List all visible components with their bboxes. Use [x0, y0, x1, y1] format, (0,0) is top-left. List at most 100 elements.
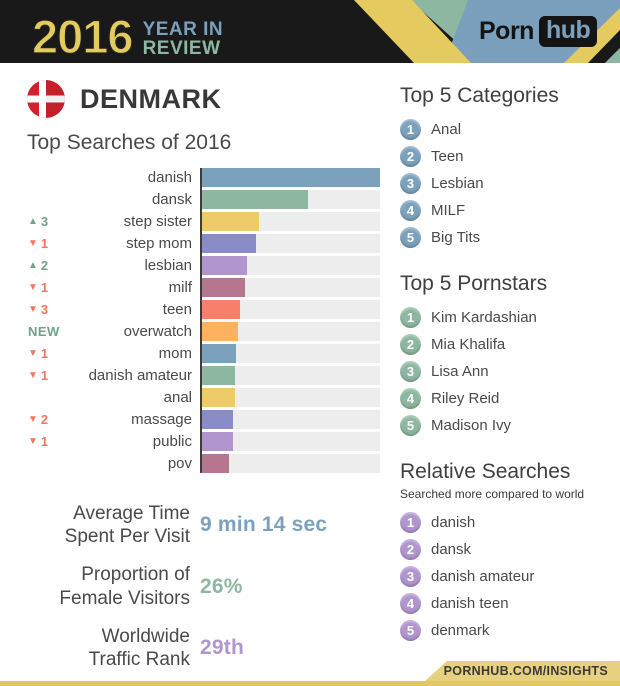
rank-change-amount: 1 [40, 236, 49, 251]
bar-track [200, 300, 380, 319]
list-item: 2 dansk [400, 539, 614, 560]
rank-change-indicator: ▼ 1 [28, 346, 62, 361]
rank-down-icon: ▼ [28, 304, 38, 315]
insights-link[interactable]: PORNHUB.COM/INSIGHTS [443, 664, 608, 678]
bar-value [202, 410, 234, 429]
search-term-label: pov [167, 455, 192, 472]
logo-year: 2016 [31, 9, 134, 63]
list-item-label: denmark [431, 622, 490, 639]
bar-value [202, 190, 308, 209]
stat-label: Worldwide Traffic Rank [28, 625, 200, 671]
rank-badge: 2 [400, 539, 421, 560]
list-item: 4 Riley Reid [400, 388, 614, 409]
side-section-subtitle: Searched more compared to world [400, 487, 585, 501]
rank-down-icon: ▼ [28, 348, 38, 359]
stat-value: 29th [200, 635, 244, 659]
list-item: 1 Kim Kardashian [400, 307, 614, 328]
search-term-label: overwatch [123, 323, 192, 340]
chart-row: danish [28, 168, 382, 187]
search-term-label: public [152, 433, 192, 450]
list-item-label: MILF [431, 202, 466, 219]
list-item: 1 Anal [400, 119, 614, 140]
rank-change-amount: 3 [40, 302, 49, 317]
rank-change-amount: 1 [40, 280, 49, 295]
chart-axis-line [200, 168, 202, 473]
rank-change-indicator: ▼ 1 [28, 368, 62, 383]
stat-label-line: Worldwide [101, 625, 190, 647]
bar-value [202, 234, 256, 253]
stat-value: 9 min 14 sec [200, 513, 328, 537]
list-item: 3 Lesbian [400, 173, 614, 194]
list-item: 3 Lisa Ann [400, 361, 614, 382]
rank-badge: 4 [400, 388, 421, 409]
country-name: DENMARK [80, 83, 222, 114]
search-term-label: step mom [126, 235, 192, 252]
search-term-label: teen [162, 301, 192, 318]
stat-label-line: Spent Per Visit [64, 526, 190, 548]
chart-row: dansk [28, 190, 382, 209]
rank-change-amount: 1 [40, 368, 49, 383]
rank-change-indicator: ▼ 2 [28, 412, 62, 427]
list-item-label: Lisa Ann [431, 363, 489, 380]
chart-row: pov [28, 454, 382, 473]
rank-down-icon: ▼ [28, 370, 38, 381]
rank-badge: 4 [400, 593, 421, 614]
rank-change-indicator: ▼ 1 [28, 236, 62, 251]
bar-track [200, 168, 380, 187]
bar-value [202, 432, 234, 451]
rank-down-icon: ▼ [28, 238, 38, 249]
rank-badge: 5 [400, 620, 421, 641]
bar-track [200, 278, 380, 297]
bar-track [200, 234, 380, 253]
top-searches-bar-chart: danish dansk ▲ 3 step sister ▼ 1 step mom ▲ 2 lesb… [28, 168, 382, 476]
stat-row: Average Time Spent Per Visit 9 min 14 sec [28, 502, 382, 548]
side-section: Top 5 Categories 1 Anal 2 Teen 3 Lesbian 4 MILF 5… [400, 84, 614, 248]
header-banner: 2016 YEAR IN REVIEW Porn hub [0, 0, 620, 64]
rank-change-indicator: ▲ 3 [28, 214, 62, 229]
rank-change-amount: 1 [40, 346, 49, 361]
side-section-title: Relative Searches [400, 460, 571, 483]
search-term-label: lesbian [144, 257, 192, 274]
list-item: 5 denmark [400, 620, 614, 641]
search-term-label: danish [147, 169, 192, 186]
rank-badge: 2 [400, 334, 421, 355]
stat-label: Average Time Spent Per Visit [28, 502, 200, 548]
list-item-label: danish teen [431, 595, 509, 612]
rank-badge: 3 [400, 566, 421, 587]
rank-change-amount: 2 [40, 412, 49, 427]
bar-track [200, 344, 380, 363]
chart-row: ▼ 2 massage [28, 410, 382, 429]
top5-lists-column: Top 5 Categories 1 Anal 2 Teen 3 Lesbian 4 MILF 5… [400, 84, 614, 665]
rank-change-indicator: NEW [28, 324, 62, 339]
list-item: 5 Big Tits [400, 227, 614, 248]
list-item-label: Mia Khalifa [431, 336, 506, 353]
list-item: 1 danish [400, 512, 614, 533]
bar-track [200, 410, 380, 429]
list-item: 2 Mia Khalifa [400, 334, 614, 355]
rank-badge: 2 [400, 146, 421, 167]
list-item: 5 Madison Ivy [400, 415, 614, 436]
list-item-label: Madison Ivy [431, 417, 512, 434]
rank-change-indicator: ▼ 1 [28, 434, 62, 449]
stat-label: Proportion of Female Visitors [28, 563, 200, 609]
header-diagonal-decoration [354, 0, 620, 63]
bar-value [202, 300, 240, 319]
list-item-label: Kim Kardashian [431, 309, 537, 326]
rank-badge: 1 [400, 307, 421, 328]
logo-review: REVIEW [142, 37, 221, 59]
country-header: DENMARK [27, 80, 222, 118]
bar-value [202, 168, 380, 187]
list-item-label: Anal [431, 121, 462, 138]
bar-value [202, 366, 236, 385]
rank-down-icon: ▼ [28, 436, 38, 447]
logo-year-in: YEAR IN [142, 18, 224, 40]
stat-value: 26% [200, 574, 243, 598]
search-term-label: milf [168, 279, 192, 296]
search-term-label: mom [158, 345, 192, 362]
stat-row: Worldwide Traffic Rank 29th [28, 625, 382, 671]
list-item-label: Teen [431, 148, 464, 165]
bar-value [202, 344, 236, 363]
search-term-label: massage [131, 411, 192, 428]
rank-change-amount: 3 [40, 214, 49, 229]
search-term-label: dansk [151, 191, 192, 208]
